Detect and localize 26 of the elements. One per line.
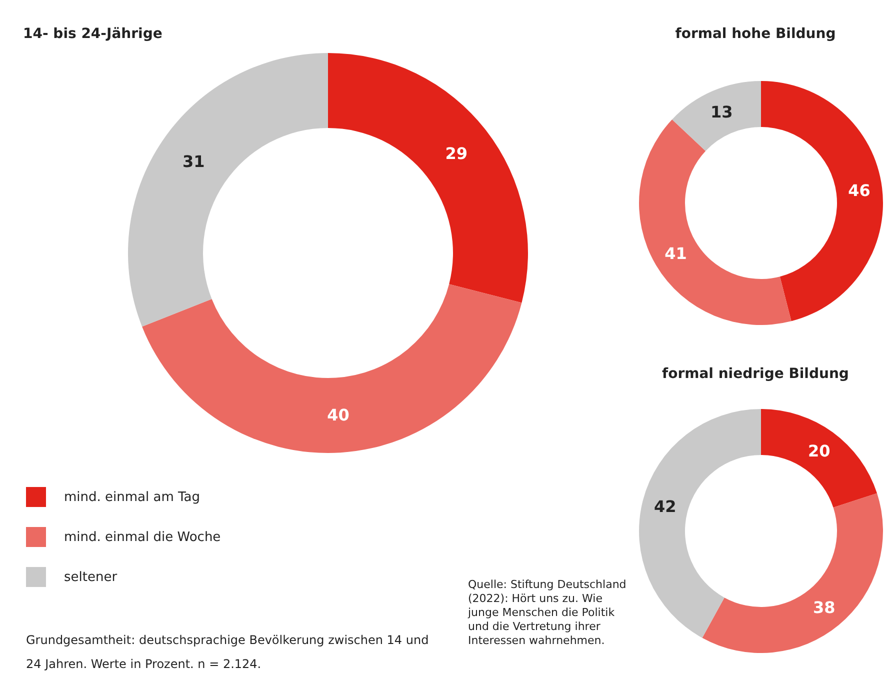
data-label: 41 xyxy=(664,244,687,263)
data-label: 38 xyxy=(812,598,836,617)
donut-slice xyxy=(639,119,792,325)
data-label: 40 xyxy=(327,406,350,425)
chart-title: formal hohe Bildung xyxy=(674,26,837,42)
donut-slice xyxy=(128,53,328,327)
data-label: 20 xyxy=(808,441,830,460)
data-label: 46 xyxy=(848,181,870,200)
legend-label: seltener xyxy=(64,570,118,584)
donut-slice xyxy=(328,53,528,303)
donut-slice xyxy=(761,81,883,322)
data-label: 31 xyxy=(182,152,205,172)
donut-slice xyxy=(702,493,883,653)
data-label: 13 xyxy=(710,102,733,122)
chart-title: 14- bis 24-Jährige xyxy=(23,26,162,42)
source-note: Quelle: Stiftung Deutschland (2022): Hört uns zu. Wie junge Menschen die Politik und die Vertretung ihrer Interessen wahrnehmen. xyxy=(468,578,628,648)
data-label: 42 xyxy=(654,496,676,516)
chart-title: formal niedrige Bildung xyxy=(661,366,850,382)
legend-label: mind. einmal die Woche xyxy=(64,530,221,544)
text: Grundgesamtheit: deutschsprachige Bevölkerung zwischen 14 und 24 Jahren. Werte in Prozent. n = 2.124. xyxy=(26,632,430,673)
donut-slice xyxy=(761,409,878,508)
data-label: 29 xyxy=(445,144,468,163)
donut-slice xyxy=(142,284,522,453)
donut-slice xyxy=(639,409,761,638)
legend-label: mind. einmal am Tag xyxy=(64,490,200,504)
donut-slice xyxy=(672,81,761,151)
